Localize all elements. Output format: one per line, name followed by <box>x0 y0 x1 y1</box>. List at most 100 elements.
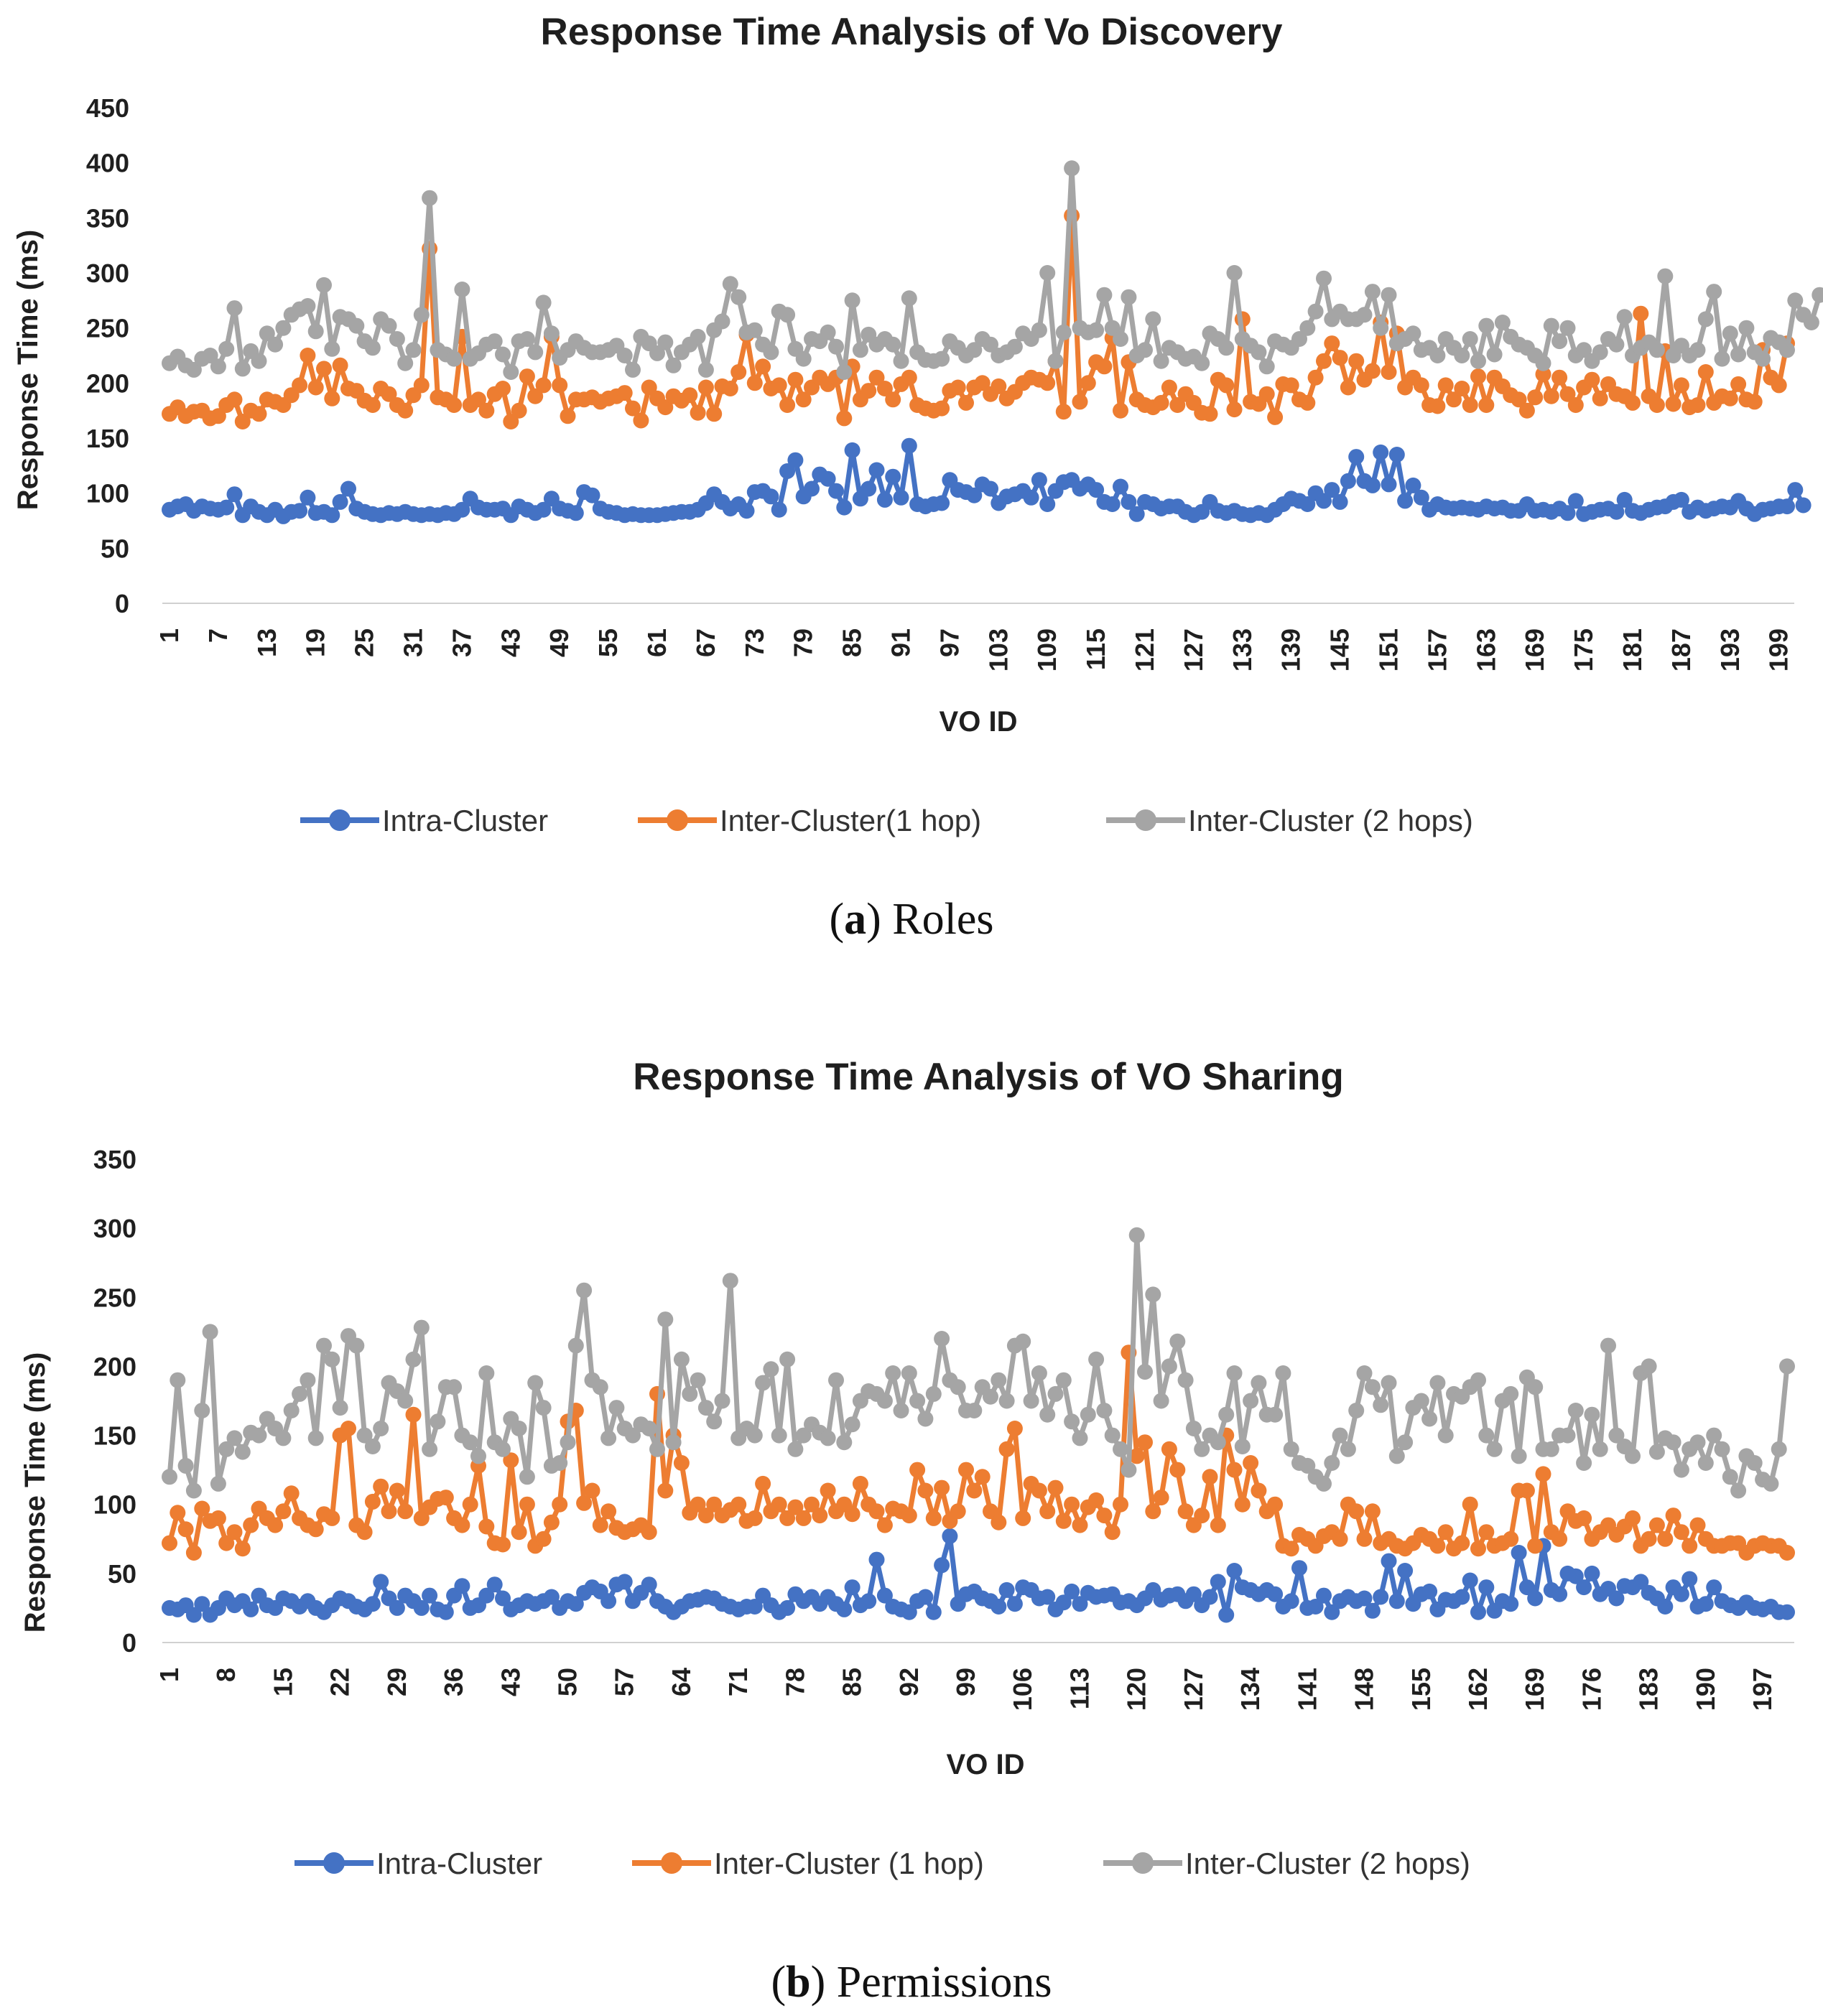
data-point <box>552 1455 568 1471</box>
data-point <box>1055 1594 1072 1611</box>
data-point <box>1470 1541 1486 1557</box>
data-point <box>1543 317 1559 334</box>
data-point <box>1567 493 1584 509</box>
data-point <box>1771 377 1787 394</box>
x-tick-label: 61 <box>642 628 672 657</box>
data-point <box>535 294 552 311</box>
y-tick-label: 100 <box>93 1490 136 1520</box>
data-point <box>1689 397 1706 413</box>
data-point <box>1657 1599 1674 1615</box>
data-point <box>413 377 430 394</box>
data-point <box>836 499 853 516</box>
data-point <box>1153 1490 1169 1506</box>
data-point <box>381 1503 397 1520</box>
data-point <box>1625 1448 1641 1464</box>
data-point <box>1641 1358 1657 1375</box>
data-point <box>1665 1434 1681 1451</box>
data-point <box>1421 1583 1438 1599</box>
legend-marker-icon <box>323 1852 345 1874</box>
data-point <box>1267 1406 1284 1423</box>
x-tick-label: 19 <box>301 628 330 657</box>
data-point <box>755 1375 771 1391</box>
legend-item-inter-cluster-2-hops: Inter-Cluster (2 hops) <box>1106 804 1473 837</box>
data-point <box>292 1385 308 1402</box>
data-point <box>1218 377 1235 394</box>
data-point <box>1104 496 1121 512</box>
data-point <box>673 1455 690 1471</box>
data-point <box>1316 1587 1332 1604</box>
y-axis-title: Response Time (ms) <box>19 1352 51 1633</box>
data-point <box>1511 1545 1527 1561</box>
x-tick-label: 193 <box>1715 628 1745 672</box>
data-point <box>324 1510 340 1526</box>
data-point <box>779 1599 796 1616</box>
data-point <box>226 486 243 503</box>
legend-label: Intra-Cluster <box>376 1847 542 1880</box>
data-point <box>697 379 714 396</box>
series-inter-cluster-2-hops <box>162 160 1823 380</box>
data-point <box>1648 342 1665 358</box>
data-point <box>1104 320 1121 336</box>
data-point <box>1121 1462 1137 1478</box>
x-tick-label: 7 <box>203 628 233 643</box>
data-point <box>1567 397 1584 413</box>
data-point <box>966 1403 983 1418</box>
data-point <box>1299 1457 1316 1474</box>
legend-label: Inter-Cluster (2 hops) <box>1185 1847 1470 1880</box>
data-point <box>381 386 397 402</box>
data-point <box>925 1510 942 1526</box>
data-point <box>876 381 893 396</box>
data-point <box>226 1430 243 1446</box>
data-point <box>1169 397 1186 413</box>
caption-permissions: (b) Permissions <box>771 1958 1052 2007</box>
data-point <box>1234 1496 1251 1513</box>
data-point <box>779 307 796 323</box>
data-point <box>1145 1286 1161 1303</box>
data-point <box>917 1589 934 1605</box>
data-point <box>389 1599 405 1616</box>
data-point <box>446 397 463 413</box>
data-point <box>300 489 316 506</box>
data-point <box>600 1503 617 1520</box>
data-point <box>332 357 348 373</box>
data-point <box>1608 1427 1625 1444</box>
data-point <box>170 1505 186 1521</box>
data-point <box>657 399 674 416</box>
data-point <box>1121 289 1137 305</box>
x-tick-label: 78 <box>780 1668 810 1696</box>
data-point <box>934 495 950 511</box>
data-point <box>1137 1434 1153 1451</box>
series-inter-cluster-1-hop <box>162 208 1795 429</box>
data-point <box>1779 342 1795 358</box>
legend-marker-icon <box>1132 1852 1154 1874</box>
data-point <box>861 383 877 399</box>
data-point <box>1697 1596 1714 1612</box>
data-point <box>909 1393 926 1409</box>
series-intra-cluster <box>162 1528 1795 1623</box>
data-point <box>1088 322 1105 338</box>
data-point <box>251 406 267 422</box>
data-point <box>1064 1583 1080 1599</box>
x-tick-label: 151 <box>1373 628 1403 672</box>
x-tick-label: 115 <box>1081 628 1110 670</box>
chart-roles: Response Time Analysis of Vo Discovery 0… <box>0 0 1823 977</box>
data-point <box>1096 287 1113 303</box>
data-point <box>1413 1393 1429 1409</box>
data-point <box>1006 338 1023 355</box>
data-point <box>194 1596 210 1612</box>
data-point <box>307 1521 324 1538</box>
x-tick-label: 79 <box>789 628 818 657</box>
data-point <box>795 391 812 408</box>
x-tick-label: 22 <box>325 1668 355 1696</box>
data-point <box>1584 1406 1600 1423</box>
data-point <box>194 1500 210 1517</box>
data-point <box>1023 489 1039 506</box>
legend-label: Intra-Cluster <box>382 804 548 837</box>
data-point <box>1047 1480 1064 1496</box>
x-tick-label: 99 <box>951 1668 980 1696</box>
data-point <box>1706 1579 1722 1596</box>
data-point <box>1340 379 1356 396</box>
data-point <box>1218 1406 1235 1423</box>
data-point <box>1307 369 1324 386</box>
data-point <box>1405 477 1421 493</box>
